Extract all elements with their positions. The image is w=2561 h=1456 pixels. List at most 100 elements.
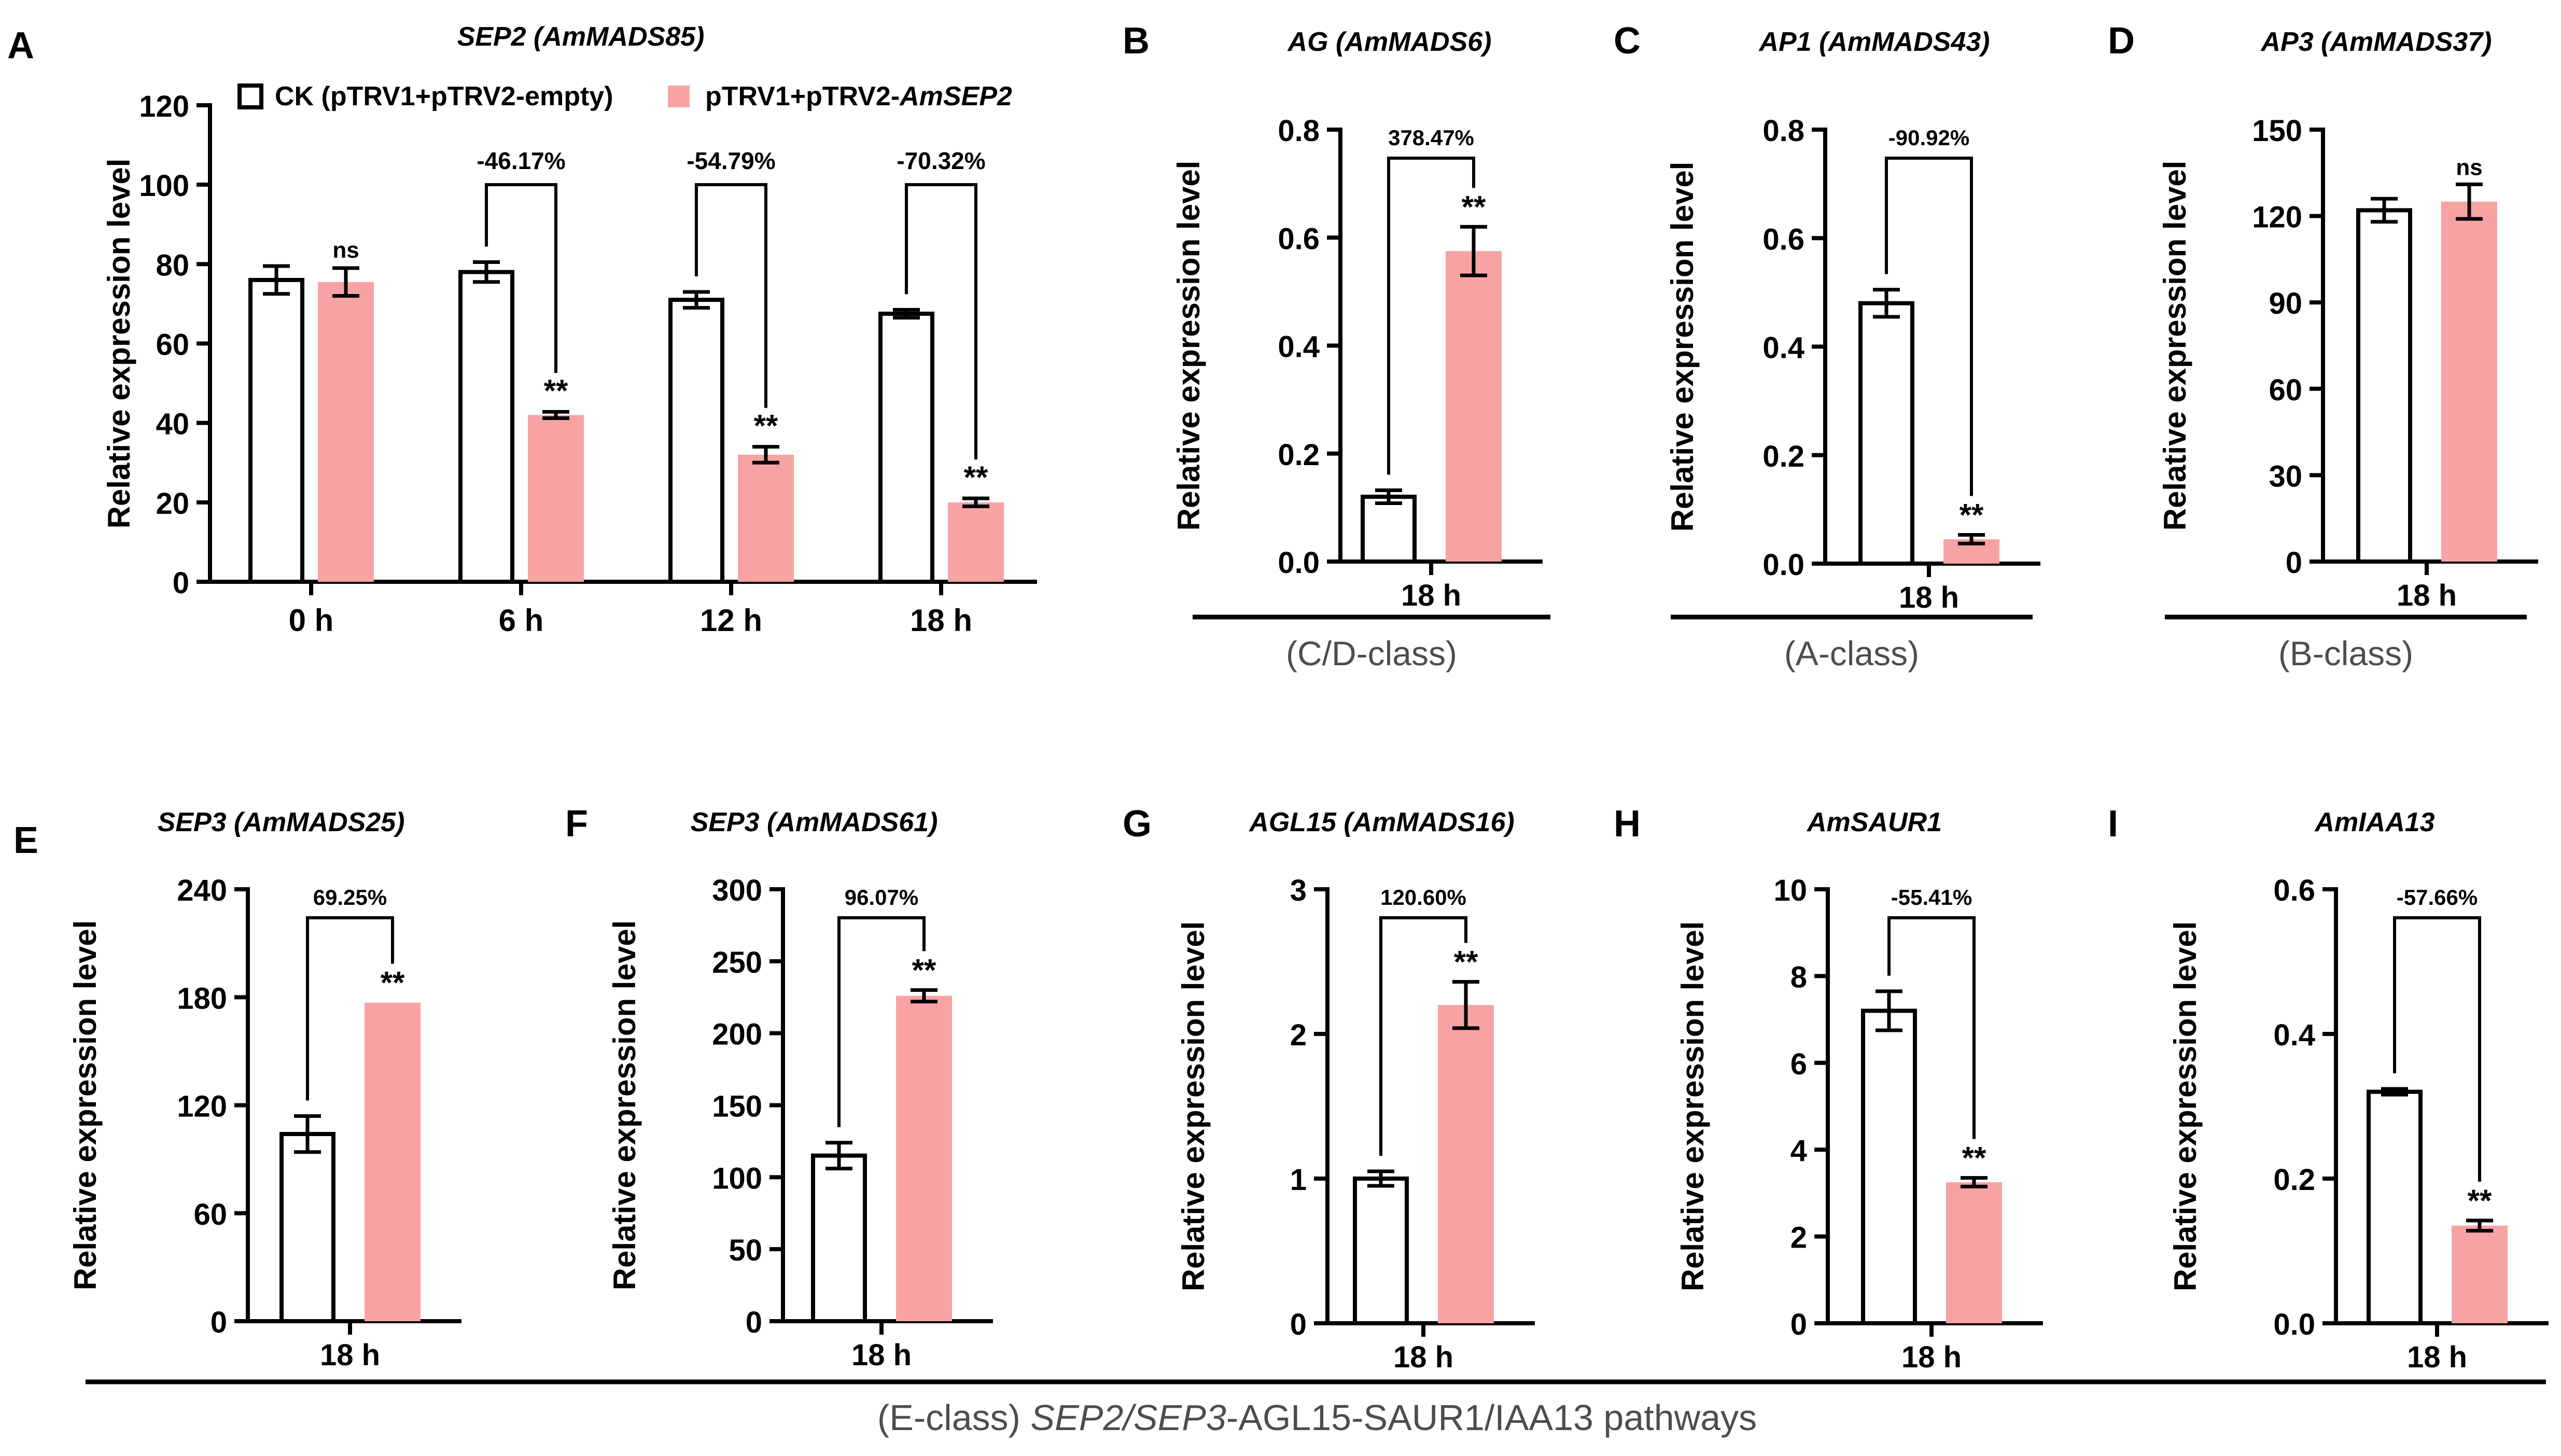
bar-treatment-e — [365, 1002, 421, 1321]
significance-marker-e: ** — [381, 965, 405, 1000]
x-tick-label-d: 18 h — [2397, 579, 2457, 612]
y-tick-label-a: 0 — [173, 566, 189, 600]
y-tick-label-f: 200 — [712, 1018, 762, 1052]
panel-title-d: AP3 (AmMADS37) — [2260, 27, 2492, 57]
percent-change-label-a: -54.79% — [687, 147, 775, 174]
x-tick-label-i: 18 h — [2407, 1340, 2467, 1374]
percent-change-label-h: -55.41% — [1891, 885, 1972, 909]
significance-marker-f: ** — [912, 953, 936, 987]
y-tick-label-i: 0.2 — [2273, 1163, 2315, 1197]
panel-title-h: AmSAUR1 — [1806, 807, 1942, 837]
x-tick-label-a: 12 h — [700, 603, 762, 638]
panel-letter-c: C — [1614, 20, 1641, 62]
bottom-caption-part3: -AGL15-SAUR1/IAA13 pathways — [1226, 1397, 1757, 1438]
significance-bracket-i — [2393, 916, 2481, 1182]
x-tick-label-b: 18 h — [1401, 579, 1461, 612]
legend-ck-swatch — [237, 83, 263, 109]
legend-treat-gene: AmSEP2 — [899, 81, 1012, 111]
panel-letter-e: E — [13, 820, 38, 861]
x-tick-label-c: 18 h — [1899, 581, 1959, 614]
y-tick-label-f: 50 — [729, 1234, 762, 1267]
panel-b: B AG (AmMADS6) Relative expression level 0.… — [1123, 20, 1543, 612]
percent-change-label-a: -70.32% — [897, 147, 985, 174]
panel-i: I AmIAA13 Relative expression level 0.0 0.2 0… — [2108, 803, 2549, 1374]
y-tick-label-a: 100 — [139, 169, 189, 203]
legend: CK (pTRV1+pTRV2-empty) pTRV1+pTRV2-AmSEP… — [237, 81, 1012, 111]
significance-bracket-e — [306, 916, 394, 1101]
significance-bracket-a — [905, 183, 977, 460]
y-axis-label-d: Relative expression level — [2158, 161, 2192, 531]
percent-change-label-g: 120.60% — [1380, 885, 1466, 909]
y-tick-label-a: 120 — [139, 90, 189, 123]
bar-ck-e — [279, 1132, 335, 1324]
significance-bracket-g — [1379, 916, 1467, 1156]
y-tick-label-h: 4 — [1790, 1134, 1807, 1168]
panel-title-a: SEP2 (AmMADS85) — [457, 22, 705, 52]
y-tick-label-a: 40 — [156, 408, 189, 441]
bar-ck-g — [1353, 1177, 1409, 1325]
y-tick-label-b: 0.6 — [1278, 222, 1320, 256]
bar-ck-a — [878, 312, 934, 584]
bar-treatment-a — [318, 282, 374, 582]
y-tick-label-e: 180 — [177, 982, 227, 1015]
panel-h: H AmSAUR1 Relative expression level 0 2 4 6 8 10… — [1614, 803, 2043, 1374]
y-axis-label-h: Relative expression level — [1675, 921, 1710, 1292]
panel-a: A SEP2 (AmMADS85) Relative expression leve… — [7, 22, 1037, 638]
bar-treatment-f — [896, 996, 952, 1321]
x-tick-label-e: 18 h — [320, 1338, 380, 1372]
y-tick-label-g: 0 — [1290, 1308, 1307, 1341]
y-tick-label-a: 80 — [156, 248, 189, 282]
y-tick-label-d: 150 — [2252, 114, 2302, 148]
y-tick-label-i: 0.6 — [2273, 874, 2315, 907]
y-tick-label-h: 10 — [1773, 874, 1807, 907]
panel-c: C AP1 (AmMADS43) Relative expression level… — [1614, 20, 2040, 614]
significance-bracket-a — [485, 183, 557, 373]
panel-title-g: AGL15 (AmMADS16) — [1248, 807, 1514, 837]
x-tick-label-a: 0 h — [289, 603, 334, 638]
panel-title-e: SEP3 (AmMADS25) — [158, 807, 405, 837]
x-tick-label-f: 18 h — [851, 1338, 912, 1372]
bar-ck-f — [811, 1153, 867, 1324]
bar-treatment-a — [528, 415, 584, 582]
legend-ck-label: CK (pTRV1+pTRV2-empty) — [275, 81, 613, 111]
x-tick-label-g: 18 h — [1393, 1340, 1453, 1374]
significance-bracket-b — [1387, 157, 1475, 475]
significance-bracket-c — [1885, 157, 1973, 496]
panel-letter-h: H — [1614, 803, 1641, 845]
y-tick-label-d: 120 — [2252, 201, 2302, 234]
bar-treatment-a — [738, 454, 794, 582]
y-tick-label-a: 60 — [156, 328, 189, 362]
y-tick-label-b: 0.8 — [1278, 114, 1320, 148]
y-tick-label-h: 8 — [1790, 960, 1807, 994]
y-tick-label-g: 2 — [1290, 1018, 1307, 1052]
y-tick-label-i: 0.0 — [2273, 1308, 2315, 1341]
significance-bracket-a — [695, 183, 767, 408]
y-axis-label-b: Relative expression level — [1171, 161, 1206, 531]
bar-treatment-a — [948, 502, 1004, 582]
significance-marker-h: ** — [1962, 1141, 1986, 1175]
bottom-caption: (E-class) SEP2/SEP3-AGL15-SAUR1/IAA13 pa… — [877, 1397, 1757, 1438]
y-tick-label-f: 300 — [712, 874, 762, 907]
panel-letter-g: G — [1123, 803, 1152, 845]
group-label-b: (B-class) — [2278, 634, 2413, 673]
significance-bracket-f — [837, 916, 926, 1127]
significance-marker-a: ** — [544, 373, 568, 408]
y-tick-label-a: 20 — [156, 487, 189, 521]
panel-title-i: AmIAA13 — [2314, 807, 2434, 837]
panel-letter-b: B — [1123, 20, 1150, 62]
y-tick-label-e: 240 — [177, 874, 227, 907]
bar-treatment-b — [1446, 251, 1502, 562]
bar-ck-b — [1361, 495, 1417, 564]
y-tick-label-d: 90 — [2269, 287, 2302, 320]
panel-title-b: AG (AmMADS6) — [1287, 27, 1492, 57]
group-label-cd: (C/D-class) — [1286, 634, 1457, 673]
percent-change-label-c: -90.92% — [1888, 125, 1969, 150]
chart-panels: A SEP2 (AmMADS85) Relative expression leve… — [7, 20, 2549, 1374]
bar-treatment-h — [1946, 1182, 2002, 1323]
y-tick-label-c: 0.4 — [1762, 331, 1804, 365]
bar-ck-c — [1858, 301, 1914, 566]
x-tick-label-h: 18 h — [1901, 1340, 1962, 1374]
percent-change-label-f: 96.07% — [845, 885, 918, 909]
panel-letter-f: F — [565, 803, 588, 845]
group-label-a: (A-class) — [1784, 634, 1919, 673]
